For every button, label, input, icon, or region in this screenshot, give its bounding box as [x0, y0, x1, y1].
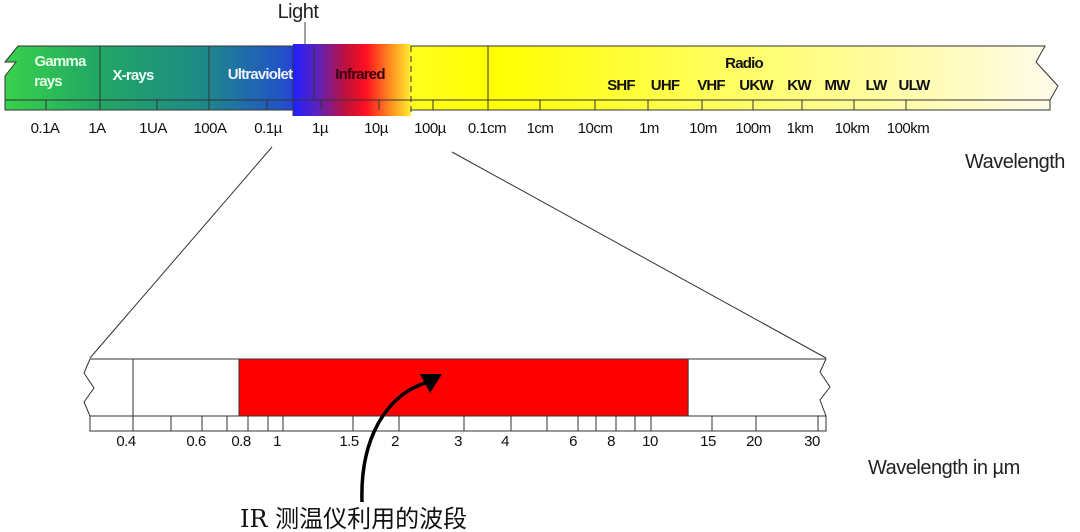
- ir-scale-ticks: [132, 416, 819, 431]
- ir-axis-label: Wavelength in µm: [868, 457, 1020, 479]
- band-gamma-label-1: Gamma: [34, 53, 86, 70]
- spectrum-tick-label: 0.1A: [31, 120, 60, 137]
- spectrum-tick-label: 10km: [835, 120, 870, 137]
- ir-scale-bar: [83, 358, 831, 432]
- spectrum-tick-label: 1A: [88, 120, 106, 137]
- ir-scale-tick-label: 4: [501, 433, 509, 450]
- spectrum-tick-label: 10cm: [578, 120, 613, 137]
- ir-scale-tick-label: 3: [454, 433, 462, 450]
- ir-scale-tick-label: 20: [746, 433, 762, 450]
- ir-scale-tick-label: 1: [273, 433, 281, 450]
- spectrum-bar: [3, 44, 1059, 116]
- wavelength-axis-label: Wavelength: [965, 151, 1065, 173]
- radio-subband-label: VHF: [697, 77, 725, 94]
- ir-scale-tick-labels: 0.4 0.6 0.8 1 1.5 2 3 4 6 8 10 15 20 30: [116, 433, 820, 450]
- ir-scale-tick-label: 15: [700, 433, 716, 450]
- spectrum-tick-label: 100A: [193, 120, 227, 137]
- radio-subband-label: SHF: [607, 77, 635, 94]
- light-label: Light: [278, 1, 320, 23]
- radio-subband-label: ULW: [899, 77, 932, 94]
- radio-subband-label: MW: [824, 77, 851, 94]
- band-xrays-label: X-rays: [112, 67, 154, 84]
- ir-scale-tick-label: 8: [607, 433, 615, 450]
- radio-subband-label: UHF: [651, 77, 680, 94]
- ir-scale-tick-label: 30: [804, 433, 820, 450]
- spectrum-tick-label: 10µ: [364, 120, 389, 137]
- annotation-arrow: [360, 380, 429, 503]
- radio-subband-label: LW: [866, 77, 889, 94]
- ir-scale-tick-label: 2: [391, 433, 399, 450]
- spectrum-tick-label: 1km: [787, 120, 814, 137]
- annotation-text: IR 测温仪利用的波段: [240, 505, 467, 532]
- spectrum-tick-labels: 0.1A 1A 1UA 100A 0.1µ 1µ 10µ 100µ 0.1cm 1cm 10cm 1m…: [31, 120, 930, 137]
- scale-ticks: [45, 100, 907, 110]
- radio-subbands: SHF UHF VHF UKW KW MW LW ULW: [607, 77, 932, 94]
- arrowhead-icon: [420, 374, 442, 393]
- ir-thermometer-band: [238, 358, 689, 417]
- ir-scale-tick-label: 6: [569, 433, 577, 450]
- spectrum-tick-label: 100m: [735, 120, 771, 137]
- ir-scale-tick-label: 1.5: [339, 433, 359, 450]
- band-ultraviolet-label: Ultraviolet: [228, 66, 293, 83]
- zoom-line-right: [451, 151, 827, 359]
- radio-subband-label: UKW: [739, 77, 774, 94]
- spectrum-tick-label: 1µ: [312, 120, 329, 137]
- ir-scale-tick-label: 0.4: [116, 433, 136, 450]
- band-radio-label: Radio: [725, 55, 763, 72]
- ir-scale-tick-label: 0.6: [186, 433, 206, 450]
- spectrum-tick-label: 10m: [689, 120, 717, 137]
- band-dividers: [99, 46, 489, 116]
- ir-scale-tick-label: 10: [642, 433, 658, 450]
- zoom-line-left: [89, 146, 273, 359]
- band-infrared-label: Infrared: [335, 66, 385, 83]
- spectrum-tick-label: 1cm: [527, 120, 554, 137]
- spectrum-tick-label: 0.1µ: [254, 120, 282, 137]
- spectrum-tick-label: 1m: [639, 120, 659, 137]
- radio-subband-label: KW: [787, 77, 812, 94]
- spectrum-bar-body: [3, 45, 1059, 111]
- band-gamma-label-2: rays: [34, 73, 62, 90]
- spectrum-tick-label: 100µ: [414, 120, 447, 137]
- spectrum-tick-label: 1UA: [139, 120, 167, 137]
- spectrum-tick-label: 0.1cm: [468, 120, 506, 137]
- visible-light-region: [293, 44, 411, 116]
- ir-scale-tick-label: 0.8: [231, 433, 251, 450]
- spectrum-tick-label: 100km: [887, 120, 930, 137]
